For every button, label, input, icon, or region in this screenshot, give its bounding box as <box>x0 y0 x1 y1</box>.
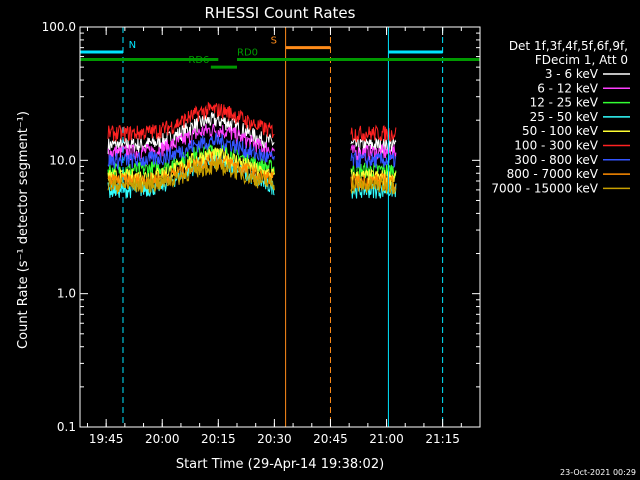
legend-label-7: 800 - 7000 keV <box>507 167 599 181</box>
legend-header-line-2: FDecim 1, Att 0 <box>535 53 628 67</box>
y-tick-label-2: 10.0 <box>49 153 76 167</box>
annotation-label-rd0: RD0 <box>237 48 258 59</box>
series-layer <box>107 101 397 199</box>
series-line-8-interval-0 <box>107 158 275 194</box>
x-axis-label: Start Time (29-Apr-14 19:38:02) <box>176 457 384 472</box>
annotation-label-n: N <box>129 40 136 51</box>
generation-timestamp: 23-Oct-2021 00:29 <box>560 468 636 477</box>
x-tick-label-0: 19:45 <box>89 432 124 446</box>
x-tick-label-4: 20:45 <box>313 432 348 446</box>
legend-label-8: 7000 - 15000 keV <box>491 181 598 195</box>
y-axis-label: Count Rate (s⁻¹ detector segment⁻¹) <box>16 111 31 349</box>
annotation-label-rd6: RD6 <box>188 55 209 66</box>
legend-label-0: 3 - 6 keV <box>545 67 599 81</box>
x-tick-label-2: 20:15 <box>201 432 236 446</box>
annotation-label-s: S <box>271 36 277 47</box>
legend: Det 1f,3f,4f,5f,6f,9f, FDecim 1, Att 0 3… <box>491 39 630 195</box>
x-tick-label-1: 20:00 <box>145 432 180 446</box>
y-tick-label-1: 1.0 <box>57 287 76 301</box>
legend-label-3: 25 - 50 keV <box>530 110 599 124</box>
legend-label-2: 12 - 25 keV <box>530 96 599 110</box>
x-tick-label-6: 21:15 <box>425 432 460 446</box>
legend-label-5: 100 - 300 keV <box>514 139 598 153</box>
x-axis: 19:45 20:00 20:15 20:30 20:45 21:00 21:15 <box>86 27 462 446</box>
series-line-0-interval-0 <box>107 112 275 154</box>
y-axis: 0.1 1.0 10.0 100.0 <box>42 20 480 434</box>
series-line-5-interval-0 <box>107 101 275 142</box>
x-tick-label-3: 20:30 <box>257 432 292 446</box>
y-tick-label-3: 100.0 <box>42 20 76 34</box>
legend-header-line-1: Det 1f,3f,4f,5f,6f,9f, <box>509 39 628 53</box>
plot-frame <box>79 26 481 428</box>
y-tick-label-0: 0.1 <box>57 420 76 434</box>
x-tick-label-5: 21:00 <box>369 432 404 446</box>
legend-label-6: 300 - 800 keV <box>514 153 598 167</box>
legend-label-4: 50 - 100 keV <box>522 124 599 138</box>
series-line-6-interval-0 <box>107 133 275 171</box>
chart-title: RHESSI Count Rates <box>205 4 356 22</box>
legend-label-1: 6 - 12 keV <box>537 81 599 95</box>
